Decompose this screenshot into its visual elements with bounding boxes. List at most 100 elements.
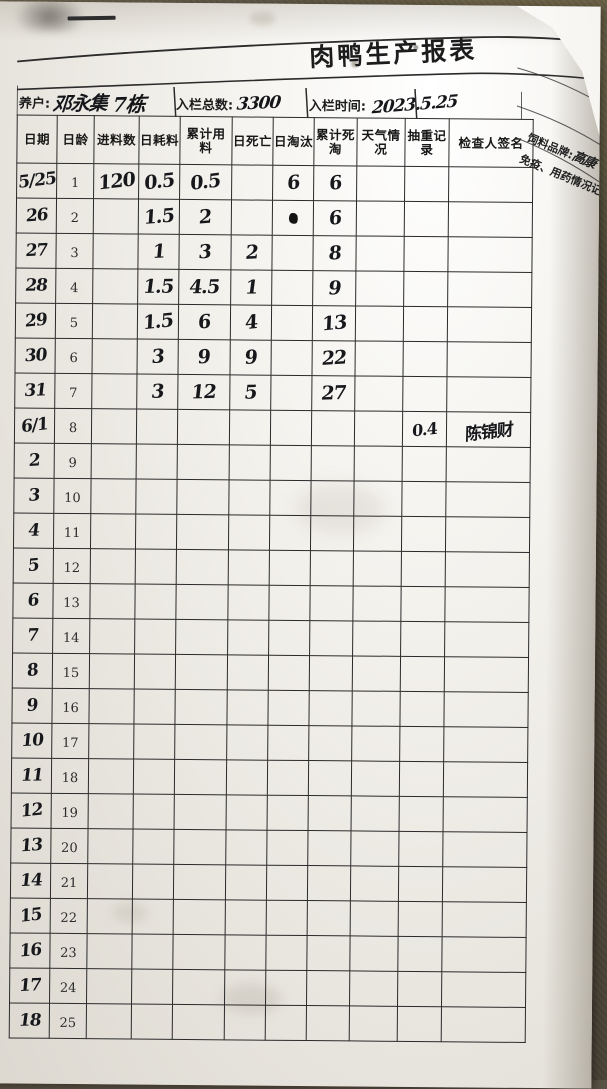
- cell-date[interactable]: 6: [13, 583, 53, 618]
- cell-weather[interactable]: [352, 656, 400, 691]
- cell-day-feed[interactable]: 0.5: [139, 164, 180, 199]
- cell-signature[interactable]: [442, 867, 526, 903]
- cell-date[interactable]: 8: [12, 653, 52, 688]
- cell-age[interactable]: 10: [54, 478, 91, 513]
- cell-daily-dead[interactable]: [229, 410, 270, 445]
- cell-day-feed[interactable]: [133, 759, 174, 794]
- cell-daily-cull[interactable]: [268, 725, 309, 760]
- cell-feed-in[interactable]: [87, 934, 132, 969]
- cell-daily-cull[interactable]: [265, 1005, 306, 1040]
- cell-daily-cull[interactable]: [271, 305, 312, 340]
- cell-cum-dead-cull[interactable]: [311, 446, 354, 481]
- cell-daily-cull[interactable]: [270, 480, 311, 515]
- cell-daily-cull[interactable]: [267, 760, 308, 795]
- cell-cum-dead-cull[interactable]: [309, 691, 352, 726]
- cell-signature[interactable]: [445, 587, 529, 623]
- cell-signature[interactable]: [443, 762, 527, 798]
- cell-sample-weight[interactable]: 0.4: [402, 411, 446, 446]
- cell-date[interactable]: 31: [15, 373, 55, 408]
- cell-date[interactable]: 2: [14, 443, 54, 478]
- cell-cum-feed[interactable]: [174, 829, 226, 864]
- cell-date[interactable]: 30: [15, 338, 55, 373]
- cell-daily-cull[interactable]: [268, 690, 309, 725]
- cell-signature[interactable]: [446, 447, 530, 483]
- cell-signature[interactable]: [447, 342, 531, 378]
- cell-feed-in[interactable]: [88, 759, 133, 794]
- cell-feed-in[interactable]: [92, 339, 137, 374]
- cell-daily-cull[interactable]: [269, 550, 310, 585]
- cell-daily-dead[interactable]: [231, 200, 272, 235]
- cell-age[interactable]: 18: [51, 758, 88, 793]
- cell-feed-in[interactable]: [89, 654, 134, 689]
- cell-feed-in[interactable]: [86, 1004, 131, 1039]
- cell-day-feed[interactable]: [136, 409, 177, 444]
- cell-age[interactable]: 6: [55, 338, 92, 373]
- cell-age[interactable]: 24: [50, 968, 87, 1003]
- cell-cum-dead-cull[interactable]: [308, 831, 351, 866]
- cell-daily-cull[interactable]: [265, 970, 306, 1005]
- cell-daily-cull[interactable]: 6: [273, 165, 314, 200]
- cell-daily-cull[interactable]: [269, 620, 310, 655]
- cell-cum-dead-cull[interactable]: [306, 971, 349, 1006]
- cell-sample-weight[interactable]: [401, 586, 445, 621]
- cell-daily-cull[interactable]: [267, 795, 308, 830]
- cell-signature[interactable]: [441, 972, 525, 1008]
- cell-weather[interactable]: [354, 481, 402, 516]
- cell-sample-weight[interactable]: [398, 901, 442, 936]
- cell-date[interactable]: 5: [13, 548, 53, 583]
- cell-cum-dead-cull[interactable]: [310, 586, 353, 621]
- cell-cum-feed[interactable]: [174, 794, 226, 829]
- cell-daily-dead[interactable]: 9: [230, 340, 271, 375]
- cell-daily-dead[interactable]: [228, 585, 269, 620]
- cell-daily-cull[interactable]: [270, 410, 311, 445]
- cell-weather[interactable]: [349, 1006, 397, 1041]
- cell-feed-in[interactable]: [90, 619, 135, 654]
- cell-weather[interactable]: [355, 341, 403, 376]
- cell-daily-cull[interactable]: [270, 445, 311, 480]
- cell-cum-feed[interactable]: [176, 549, 228, 584]
- cell-daily-cull[interactable]: [269, 515, 310, 550]
- cell-sample-weight[interactable]: [404, 271, 448, 306]
- cell-daily-dead[interactable]: [225, 900, 266, 935]
- cell-cum-dead-cull[interactable]: [309, 656, 352, 691]
- cell-date[interactable]: 7: [13, 618, 53, 653]
- cell-cum-feed[interactable]: [174, 759, 226, 794]
- cell-age[interactable]: 25: [49, 1003, 86, 1038]
- cell-signature[interactable]: [449, 167, 533, 203]
- cell-cum-dead-cull[interactable]: 13: [312, 306, 355, 341]
- cell-age[interactable]: 20: [51, 828, 88, 863]
- cell-sample-weight[interactable]: [400, 691, 444, 726]
- cell-daily-cull[interactable]: [271, 375, 312, 410]
- cell-cum-feed[interactable]: 3: [179, 234, 231, 269]
- cell-daily-dead[interactable]: [228, 620, 269, 655]
- cell-daily-dead[interactable]: [224, 970, 265, 1005]
- cell-weather[interactable]: [352, 691, 400, 726]
- cell-sample-weight[interactable]: [400, 726, 444, 761]
- cell-age[interactable]: 8: [54, 408, 91, 443]
- cell-date[interactable]: 16: [10, 933, 50, 968]
- cell-signature[interactable]: [447, 377, 531, 413]
- cell-feed-in[interactable]: [93, 234, 138, 269]
- cell-date[interactable]: 10: [12, 723, 52, 758]
- cell-day-feed[interactable]: [135, 514, 176, 549]
- cell-sample-weight[interactable]: [403, 306, 447, 341]
- cell-sample-weight[interactable]: [397, 1006, 441, 1041]
- cell-cum-dead-cull[interactable]: [307, 866, 350, 901]
- cell-weather[interactable]: [353, 551, 401, 586]
- cell-age[interactable]: 9: [54, 443, 91, 478]
- cell-sample-weight[interactable]: [399, 761, 443, 796]
- cell-cum-feed[interactable]: [177, 444, 229, 479]
- cell-signature[interactable]: [442, 937, 526, 973]
- cell-daily-cull[interactable]: [269, 585, 310, 620]
- cell-feed-in[interactable]: [91, 479, 136, 514]
- cell-age[interactable]: 22: [50, 898, 87, 933]
- cell-date[interactable]: 29: [15, 303, 55, 338]
- cell-age[interactable]: 2: [56, 198, 93, 233]
- cell-weather[interactable]: [351, 831, 399, 866]
- cell-signature[interactable]: [444, 692, 528, 728]
- cell-cum-dead-cull[interactable]: [309, 726, 352, 761]
- cell-daily-cull[interactable]: [266, 865, 307, 900]
- cell-date[interactable]: 5/25: [17, 163, 57, 198]
- cell-age[interactable]: 4: [56, 268, 93, 303]
- cell-age[interactable]: 11: [53, 513, 90, 548]
